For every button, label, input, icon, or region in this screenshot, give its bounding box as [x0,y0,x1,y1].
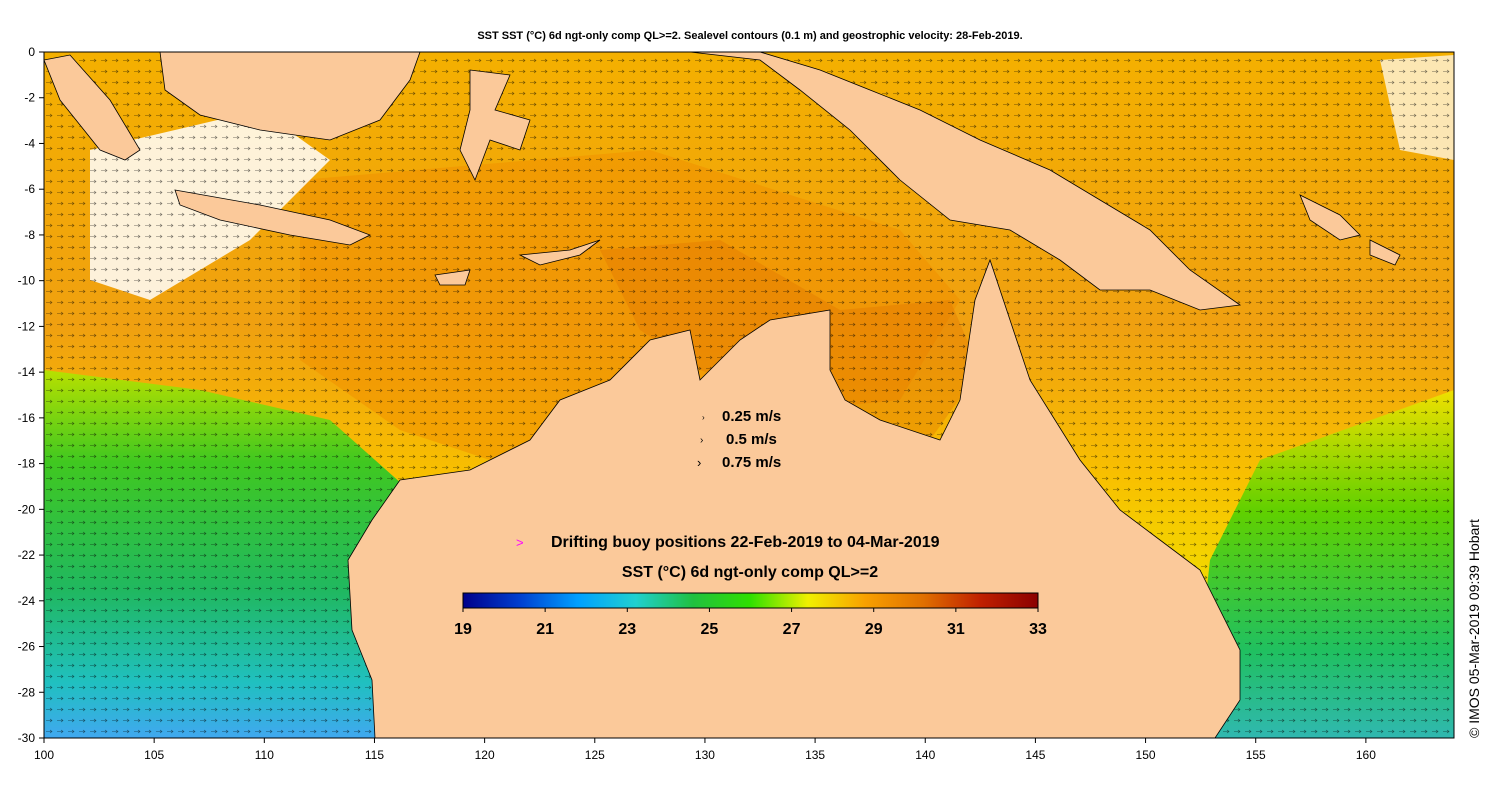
sumatra-landmass [44,54,141,161]
y-tick-label: -22 [18,548,36,562]
timor-landmass [518,239,601,266]
velocity-label-0: 0.25 m/s [722,408,781,425]
x-tick-label: 115 [365,748,384,762]
y-tick-label: -4 [24,136,35,150]
x-tick-label: 150 [1136,748,1156,762]
y-tick-label: -10 [18,274,36,288]
credit-text: © IMOS 05-Mar-2019 09:39 Hobart [1466,519,1482,738]
new-guinea-landmass [689,52,1242,311]
x-axis: 100 105 110 115 120 125 130 135 140 145 150 155 160 [34,738,1376,762]
y-tick-label: -14 [18,365,36,379]
colorbar-ticks: 19 21 23 25 27 29 31 33 [454,608,1047,638]
velocity-label-1: 0.5 m/s [726,431,777,448]
map-title: SST SST (°C) 6d ngt-only comp QL>=2. Sea… [477,30,1023,42]
plot-area [44,52,1454,738]
colorbar-tick-label: 19 [454,621,472,638]
colorbar-tick-label: 31 [947,621,965,638]
australia-landmass [347,258,1241,738]
x-tick-label: 105 [144,748,164,762]
x-tick-label: 135 [805,748,825,762]
velocity-legend-item-1: › 0.5 m/s [700,431,777,448]
colorbar-gradient [462,592,1039,609]
colorbar-tick-label: 23 [618,621,636,638]
buoy-legend-label: Drifting buoy positions 22-Feb-2019 to 0… [551,534,940,551]
x-tick-label: 110 [255,748,274,762]
plot-frame [43,51,1455,739]
colorbar-tick-label: 21 [536,621,554,638]
y-tick-label: -18 [18,457,36,471]
solomon-islands-landmass [1299,194,1361,241]
velocity-legend-item-2: › 0.75 m/s [697,454,781,471]
y-tick-label: -6 [24,182,35,196]
y-tick-label: -8 [24,228,35,242]
velocity-arrow-icon: › [700,435,703,446]
x-tick-label: 160 [1356,748,1376,762]
velocity-legend: › 0.25 m/s › 0.5 m/s › 0.75 m/s [697,408,781,471]
x-tick-label: 100 [34,748,54,762]
colorbar-title: SST (°C) 6d ngt-only comp QL>=2 [622,564,878,581]
x-tick-label: 155 [1246,748,1266,762]
colorbar-tick-label: 33 [1029,621,1047,638]
buoy-legend: > Drifting buoy positions 22-Feb-2019 to… [516,534,940,551]
y-axis: 0 -2 -4 -6 -8 -10 -12 -14 -16 -18 -20 -22 -24 -26 -28 -… [18,45,44,745]
buoy-marker-icon: > [516,535,524,550]
x-tick-label: 140 [915,748,935,762]
colorbar-tick-label: 27 [783,621,801,638]
velocity-arrow-icon: › [702,413,705,422]
y-tick-label: -30 [18,731,36,745]
velocity-legend-item-0: › 0.25 m/s [702,408,781,425]
y-tick-label: -20 [18,502,36,516]
y-tick-label: -16 [18,411,36,425]
borneo-landmass [159,52,421,141]
x-tick-label: 120 [475,748,495,762]
y-tick-label: 0 [28,45,35,59]
y-tick-label: -24 [18,594,36,608]
sumba-landmass [434,269,471,286]
sulawesi-landmass [459,69,531,181]
y-tick-label: -26 [18,640,36,654]
y-tick-label: -2 [24,91,35,105]
landmass-layer [44,52,1401,738]
velocity-label-2: 0.75 m/s [722,454,781,471]
x-tick-label: 145 [1025,748,1045,762]
y-tick-label: -12 [18,319,36,333]
sst-colorbar: SST (°C) 6d ngt-only comp QL>=2 19 21 23 25… [454,564,1047,638]
colorbar-tick-label: 25 [701,621,719,638]
y-tick-label: -28 [18,685,36,699]
velocity-arrow-icon: › [697,455,701,470]
java-landmass [174,189,371,246]
colorbar-tick-label: 29 [865,621,883,638]
x-tick-label: 125 [585,748,605,762]
x-tick-label: 130 [695,748,715,762]
